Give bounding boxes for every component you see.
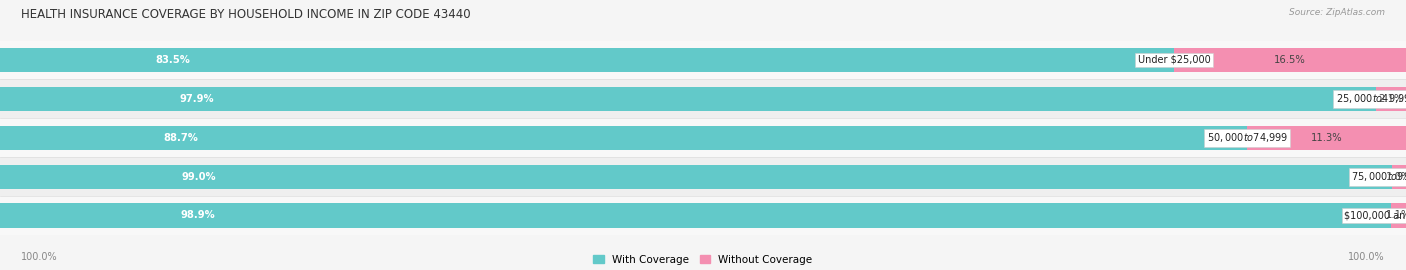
Text: 1.1%: 1.1% [1385, 210, 1406, 221]
Text: HEALTH INSURANCE COVERAGE BY HOUSEHOLD INCOME IN ZIP CODE 43440: HEALTH INSURANCE COVERAGE BY HOUSEHOLD I… [21, 8, 471, 21]
Bar [0, 164, 1392, 189]
Bar [1392, 164, 1406, 189]
Bar [1391, 203, 1406, 228]
Bar [0, 118, 1406, 157]
Bar [0, 40, 1406, 79]
Text: $75,000 to $99,999: $75,000 to $99,999 [1351, 170, 1406, 183]
Bar [1174, 48, 1406, 72]
Bar [0, 87, 1376, 111]
Text: Source: ZipAtlas.com: Source: ZipAtlas.com [1289, 8, 1385, 17]
Text: 99.0%: 99.0% [181, 171, 215, 182]
Text: 100.0%: 100.0% [1348, 252, 1385, 262]
Text: 11.3%: 11.3% [1310, 133, 1343, 143]
Text: $25,000 to $49,999: $25,000 to $49,999 [1336, 92, 1406, 105]
Bar [0, 126, 1247, 150]
Text: 1.0%: 1.0% [1386, 171, 1406, 182]
Bar [0, 157, 1406, 196]
Bar [0, 48, 1174, 72]
Text: 100.0%: 100.0% [21, 252, 58, 262]
Text: 88.7%: 88.7% [163, 133, 198, 143]
Text: $50,000 to $74,999: $50,000 to $74,999 [1206, 131, 1288, 144]
Bar [0, 196, 1406, 235]
Bar [0, 203, 1391, 228]
Bar [0, 79, 1406, 118]
Bar [1376, 87, 1406, 111]
Text: 2.1%: 2.1% [1378, 94, 1405, 104]
Text: 98.9%: 98.9% [181, 210, 215, 221]
Text: 16.5%: 16.5% [1274, 55, 1306, 65]
Text: Under $25,000: Under $25,000 [1137, 55, 1211, 65]
Bar [1247, 126, 1406, 150]
Legend: With Coverage, Without Coverage: With Coverage, Without Coverage [593, 255, 813, 265]
Text: $100,000 and over: $100,000 and over [1344, 210, 1406, 221]
Text: 83.5%: 83.5% [155, 55, 190, 65]
Text: 97.9%: 97.9% [179, 94, 214, 104]
